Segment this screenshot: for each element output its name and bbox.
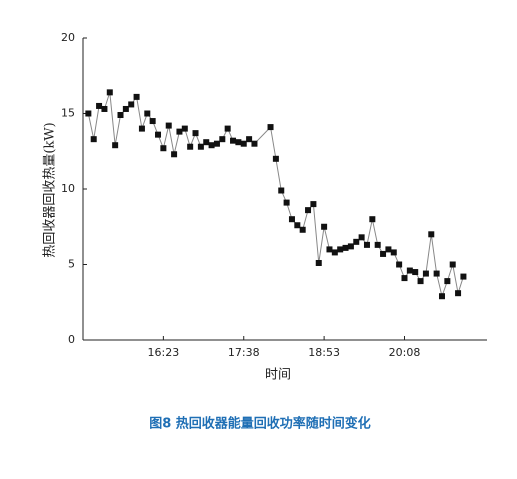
data-point [321, 223, 328, 230]
data-point [128, 101, 135, 108]
x-tick-label: 18:53 [308, 346, 340, 359]
data-point [90, 136, 97, 143]
data-point [460, 273, 467, 280]
data-point [235, 139, 242, 146]
data-point [396, 261, 403, 268]
data-point [433, 270, 440, 277]
y-tick-label: 0 [68, 333, 75, 346]
data-point [85, 110, 92, 117]
data-point [438, 293, 445, 300]
data-point [369, 216, 376, 223]
data-point [251, 140, 258, 147]
data-point [363, 241, 370, 248]
data-point [171, 151, 178, 158]
y-tick-label: 20 [61, 31, 75, 44]
data-point [299, 226, 306, 233]
data-point [160, 145, 167, 152]
data-point [117, 112, 124, 119]
data-point [203, 139, 210, 146]
data-point [112, 142, 119, 149]
data-point [278, 187, 285, 194]
data-point [406, 267, 413, 274]
data-point [106, 89, 113, 96]
data-point [422, 270, 429, 277]
x-tick-label: 17:38 [228, 346, 260, 359]
data-point [417, 278, 424, 285]
data-point [331, 249, 338, 256]
data-point [305, 207, 312, 214]
data-point [96, 102, 103, 109]
data-point [353, 238, 360, 245]
data-line [87, 92, 464, 298]
data-point [326, 246, 333, 253]
data-point [428, 231, 435, 238]
data-point [187, 143, 194, 150]
y-tick-label: 10 [61, 182, 75, 195]
data-point [101, 105, 108, 112]
data-point [342, 244, 349, 251]
data-point [246, 136, 253, 143]
data-point [149, 118, 156, 125]
data-point [155, 131, 162, 138]
data-point [390, 249, 397, 256]
y-tick-label: 5 [68, 258, 75, 271]
data-point [219, 136, 226, 143]
data-point [283, 199, 290, 206]
data-point [272, 155, 279, 162]
data-point [288, 216, 295, 223]
data-point [144, 110, 151, 117]
data-point [213, 140, 220, 147]
data-point [181, 125, 188, 132]
data-point [267, 124, 274, 131]
data-point [385, 246, 392, 253]
data-point [208, 142, 215, 149]
data-point [380, 250, 387, 257]
data-point [401, 275, 408, 282]
data-point [240, 140, 247, 147]
data-point [192, 130, 199, 137]
data-point [122, 105, 129, 112]
data-point [310, 201, 317, 208]
y-axis-label: 热回收器回收热量(kW) [43, 122, 58, 257]
data-point [315, 259, 322, 266]
data-point [337, 246, 344, 253]
data-point [224, 125, 231, 132]
data-point [133, 93, 140, 100]
x-axis-label: 时间 [265, 368, 291, 383]
data-point [455, 290, 462, 297]
data-point [444, 278, 451, 285]
data-point [197, 143, 204, 150]
figure-caption: 图8 热回收器能量回收功率随时间变化 [149, 416, 371, 432]
x-tick-label: 20:08 [389, 346, 421, 359]
data-point [449, 261, 456, 268]
data-point [138, 125, 145, 132]
data-point [294, 222, 301, 229]
data-point [176, 128, 183, 135]
data-point [347, 243, 354, 250]
data-point [230, 137, 237, 144]
y-tick-label: 15 [61, 107, 75, 120]
x-tick-label: 16:23 [148, 346, 180, 359]
data-point [374, 241, 381, 248]
data-point [165, 122, 172, 129]
data-point [412, 269, 419, 276]
data-point [358, 234, 365, 241]
